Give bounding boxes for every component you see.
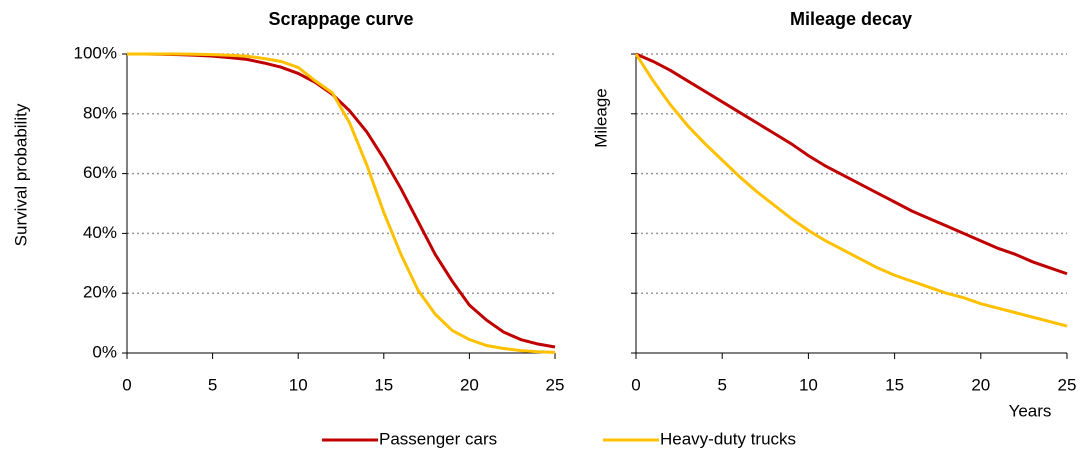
x-tick-label: 25 xyxy=(1058,375,1077,394)
x-tick-label: 20 xyxy=(460,375,479,394)
line xyxy=(635,52,1068,276)
x-tick-label: 5 xyxy=(717,375,726,394)
line xyxy=(127,52,556,354)
y-tick-label: 0% xyxy=(92,342,117,361)
x-tick-label: 15 xyxy=(374,375,393,394)
x-tick-label: 10 xyxy=(799,375,818,394)
chart-title: Mileage decay xyxy=(790,9,912,29)
line xyxy=(634,53,1068,328)
legend-label: Heavy-duty trucks xyxy=(660,429,796,448)
x-tick-label: 0 xyxy=(631,375,640,394)
y-axis-label: Survival probability xyxy=(11,103,30,246)
y-axis-label: Mileage xyxy=(591,88,610,148)
y-tick-label: 40% xyxy=(83,223,117,242)
y-tick-label: 20% xyxy=(83,283,117,302)
y-tick-label: 60% xyxy=(83,163,117,182)
x-tick-label: 20 xyxy=(971,375,990,394)
legend-label: Passenger cars xyxy=(379,429,497,448)
x-tick-label: 10 xyxy=(289,375,308,394)
y-tick-label: 100% xyxy=(74,43,117,62)
x-tick-label: 15 xyxy=(885,375,904,394)
x-tick-label: 0 xyxy=(122,375,131,394)
x-tick-label: 25 xyxy=(546,375,565,394)
x-axis-label: Years xyxy=(1009,401,1052,420)
chart-title: Scrappage curve xyxy=(268,9,413,29)
y-tick-label: 80% xyxy=(83,103,117,122)
line xyxy=(127,52,556,349)
x-tick-label: 5 xyxy=(208,375,217,394)
